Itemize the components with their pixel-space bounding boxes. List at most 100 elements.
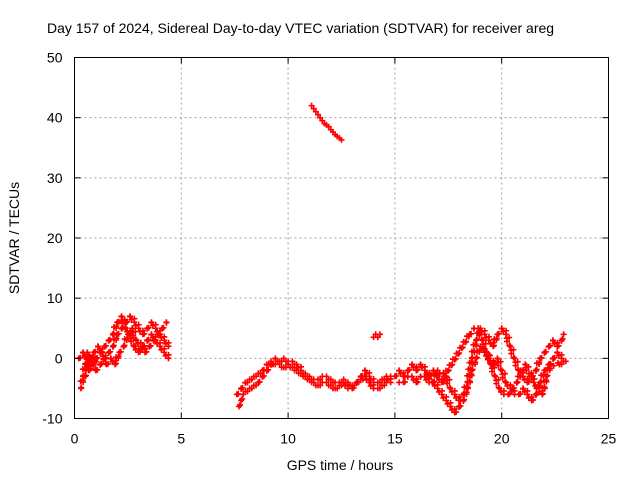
data-point: [121, 316, 128, 323]
data-point: [495, 330, 502, 337]
data-point: [113, 335, 120, 342]
data-point: [536, 359, 543, 366]
data-point: [137, 348, 144, 355]
data-point: [560, 358, 567, 365]
data-point: [102, 352, 109, 359]
data-point: [121, 342, 128, 349]
y-axis-label: SDTVAR / TECUs: [6, 182, 22, 294]
data-point: [430, 379, 437, 386]
data-point: [94, 366, 101, 373]
data-point: [558, 355, 565, 362]
data-point: [463, 389, 470, 396]
data-point: [502, 378, 509, 385]
data-point: [276, 361, 283, 368]
data-point: [130, 334, 137, 341]
data-point: [493, 335, 500, 342]
data-point: [248, 376, 255, 383]
data-point: [133, 337, 140, 344]
data-point: [526, 373, 533, 380]
series-isolated: [370, 331, 383, 341]
data-point: [280, 355, 287, 362]
data-point: [253, 373, 260, 380]
data-point: [532, 367, 539, 374]
x-tick-label: 25: [601, 431, 617, 447]
data-point: [107, 348, 114, 355]
data-point: [361, 367, 368, 374]
data-point: [459, 344, 466, 351]
data-point: [94, 354, 101, 361]
x-axis-label: GPS time / hours: [287, 457, 394, 473]
data-point: [530, 379, 537, 386]
data-point: [440, 378, 447, 385]
data-point: [127, 313, 134, 320]
data-point: [145, 336, 152, 343]
data-point: [110, 330, 117, 337]
data-point: [554, 349, 561, 356]
data-point: [445, 367, 452, 374]
data-point: [319, 117, 326, 124]
data-point: [479, 337, 486, 344]
data-point: [551, 354, 558, 361]
data-point: [461, 396, 468, 403]
data-point: [393, 372, 400, 379]
data-point: [128, 338, 135, 345]
data-point: [446, 384, 453, 391]
data-point: [495, 384, 502, 391]
data-point: [473, 354, 480, 361]
data-point: [543, 373, 550, 380]
data-point: [473, 355, 480, 362]
data-point: [109, 331, 116, 338]
data-point: [160, 324, 167, 331]
data-point: [355, 379, 362, 386]
data-point: [325, 123, 332, 130]
data-point: [473, 337, 480, 344]
data-point: [84, 355, 91, 362]
data-point: [310, 105, 317, 112]
data-point: [558, 361, 565, 368]
data-point: [244, 379, 251, 386]
data-point: [323, 373, 330, 380]
grid-layer: [74, 57, 609, 419]
data-point: [165, 355, 172, 362]
data-point: [549, 337, 556, 344]
x-tick-label: 5: [177, 431, 185, 447]
data-point: [506, 334, 513, 341]
y-tick-label: 20: [47, 230, 63, 246]
data-point: [490, 343, 497, 350]
data-point: [560, 331, 567, 338]
data-point: [456, 349, 463, 356]
data-point: [239, 384, 246, 391]
data-point: [514, 366, 521, 373]
data-point: [302, 373, 309, 380]
data-point: [468, 330, 475, 337]
data-point: [132, 328, 139, 335]
data-point: [539, 390, 546, 397]
data-point: [423, 370, 430, 377]
data-point: [109, 343, 116, 350]
data-point: [511, 355, 518, 362]
data-point: [148, 319, 155, 326]
data-point: [524, 391, 531, 398]
data-point: [514, 378, 521, 385]
data-point: [315, 111, 322, 118]
data-point: [272, 355, 279, 362]
data-point: [514, 358, 521, 365]
data-point: [237, 401, 244, 408]
data-point: [535, 381, 542, 388]
data-point: [268, 358, 275, 365]
data-point: [502, 331, 509, 338]
chart-title: Day 157 of 2024, Sidereal Day-to-day VTE…: [47, 20, 554, 36]
data-point: [165, 343, 172, 350]
y-tick-label: 30: [47, 170, 63, 186]
data-point: [517, 390, 524, 397]
data-point: [508, 350, 515, 357]
data-point: [383, 379, 390, 386]
data-point: [85, 365, 92, 372]
data-point: [488, 361, 495, 368]
data-point: [317, 114, 324, 121]
data-point: [421, 367, 428, 374]
data-point: [115, 353, 122, 360]
data-point: [112, 361, 119, 368]
data-point: [327, 376, 334, 383]
data-point: [376, 379, 383, 386]
